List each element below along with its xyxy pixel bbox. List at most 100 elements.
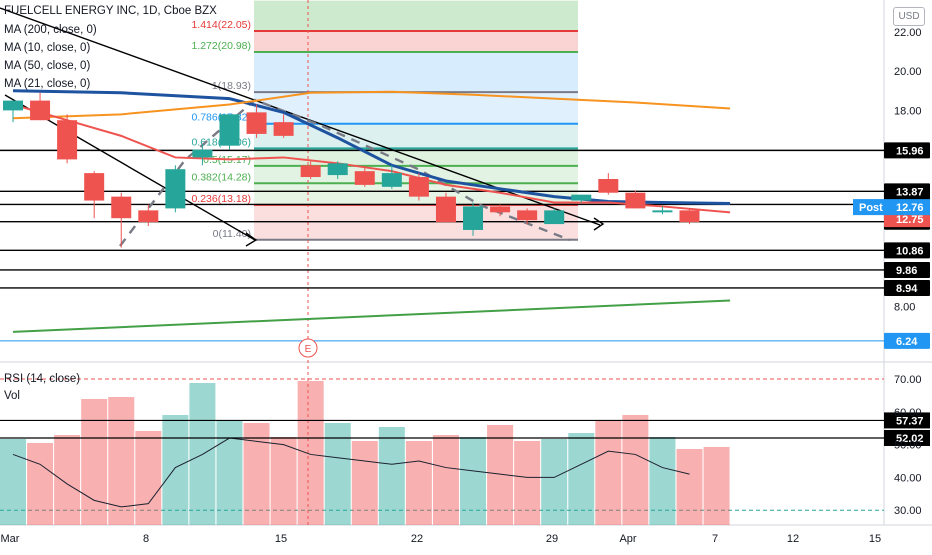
level-badge-0-bg (884, 142, 930, 159)
indicator-ma50[interactable]: MA (50, close, 0) (4, 60, 91, 72)
level-badge-1-bg (884, 183, 930, 200)
level-badge-6-bg (884, 279, 930, 296)
candle-body-20 (544, 210, 565, 225)
candle-body-2 (57, 120, 78, 160)
candle-body-13 (354, 171, 375, 185)
rsi-line (12, 437, 690, 508)
currency-button[interactable]: USD (893, 7, 925, 26)
post-badge-value: 12.76 (896, 202, 924, 214)
last-price-badge: 12.75 (896, 214, 924, 226)
candle-2 (57, 114, 78, 164)
candle-body-16 (435, 196, 456, 223)
candle-body-25 (679, 210, 700, 223)
earnings-marker (298, 338, 318, 358)
fib-level-label-2: 1(18.93) (212, 80, 251, 92)
time-tick-3: 22 (411, 533, 423, 545)
candle-15 (408, 173, 429, 201)
volume-bar-6 (162, 415, 189, 525)
volume-bar-4 (108, 397, 135, 525)
candle-0 (3, 100, 23, 123)
time-tick-8: 15 (869, 533, 881, 545)
level-badge-5-bg (884, 261, 930, 278)
volume-bar-10 (270, 437, 297, 525)
fib-level-label-1: 1.272(20.98) (191, 40, 251, 52)
candle-14 (381, 165, 402, 189)
candle-1 (30, 92, 51, 121)
volume-bar-12 (324, 423, 351, 525)
volume-bar-2 (54, 435, 81, 525)
volume-bar-24 (649, 437, 676, 525)
candle-5 (138, 204, 159, 227)
candle-body-8 (219, 114, 240, 146)
time-tick-1: 8 (143, 533, 149, 545)
time-tick-6: 7 (712, 533, 718, 545)
candle-body-6 (165, 169, 186, 209)
level-badge-4: 10.86 (896, 245, 924, 257)
trendline-arrow-lower (245, 232, 258, 247)
candle-body-9 (246, 112, 267, 134)
time-tick-7: 12 (787, 533, 799, 545)
ma-line-0 (12, 299, 731, 333)
candle-3 (84, 171, 105, 219)
projection-path (119, 98, 571, 247)
fib-zone-0 (254, 0, 578, 32)
volume-bar-0 (0, 439, 26, 525)
candle-19 (517, 208, 538, 225)
candle-body-0 (3, 100, 23, 111)
candle-body-21 (571, 194, 592, 201)
fib-zone-2 (254, 51, 578, 93)
fib-zone-1 (254, 31, 578, 52)
fib-zone-4 (254, 123, 578, 149)
time-tick-4: 29 (546, 533, 558, 545)
candle-18 (490, 204, 511, 217)
ma-line-2 (12, 90, 731, 120)
volume-bar-21 (568, 433, 595, 525)
volume-bar-8 (216, 421, 243, 525)
candle-body-3 (84, 173, 105, 201)
candle-body-14 (381, 173, 402, 187)
candle-24 (652, 206, 673, 215)
candle-body-19 (517, 210, 538, 221)
candle-8 (219, 114, 240, 150)
candle-11 (300, 161, 321, 179)
fib-level-label-0: 1.414(22.05) (191, 19, 251, 31)
volume-bar-5 (135, 431, 162, 525)
volume-bar-3 (81, 399, 108, 525)
rsi-level-badge-bg-0 (884, 412, 930, 429)
rsi-label[interactable]: RSI (14, close) (4, 373, 81, 385)
indicator-ma10[interactable]: MA (10, close, 0) (4, 42, 91, 54)
candle-body-22 (598, 179, 619, 193)
fib-level-label-8: 0(11.40) (213, 228, 251, 240)
time-tick-2: 15 (275, 533, 287, 545)
rsi-level-badge-0: 57.37 (896, 415, 924, 427)
candle-body-12 (327, 163, 348, 176)
candle-body-7 (192, 149, 213, 158)
earnings-marker-label: E (305, 344, 312, 355)
level-badge-0: 15.96 (896, 145, 924, 157)
rsi-tick-2: 50.00 (894, 440, 922, 452)
indicator-ma21[interactable]: MA (21, close, 0) (4, 78, 91, 90)
rsi-tick-1: 60.00 (894, 407, 922, 419)
level-badge-1: 13.87 (896, 186, 924, 198)
candle-body-10 (273, 122, 294, 136)
volume-bar-22 (595, 421, 622, 525)
volume-bar-15 (405, 441, 432, 525)
indicator-ma200[interactable]: MA (200, close, 0) (4, 24, 97, 36)
candle-4 (111, 192, 132, 248)
candle-body-1 (30, 100, 51, 121)
candle-6 (165, 165, 186, 213)
volume-bar-1 (27, 443, 54, 525)
candle-body-18 (490, 206, 511, 213)
candle-13 (354, 167, 375, 187)
candle-21 (571, 194, 592, 203)
candle-25 (679, 208, 700, 225)
price-tick-3: 8.00 (894, 301, 915, 313)
candle-body-5 (138, 210, 159, 223)
candle-23 (625, 190, 646, 209)
price-tick-1: 20.00 (894, 66, 922, 78)
price-tick-0: 22.00 (894, 27, 922, 39)
blue-level-badge: 6.24 (896, 336, 918, 348)
volume-label[interactable]: Vol (4, 390, 20, 402)
